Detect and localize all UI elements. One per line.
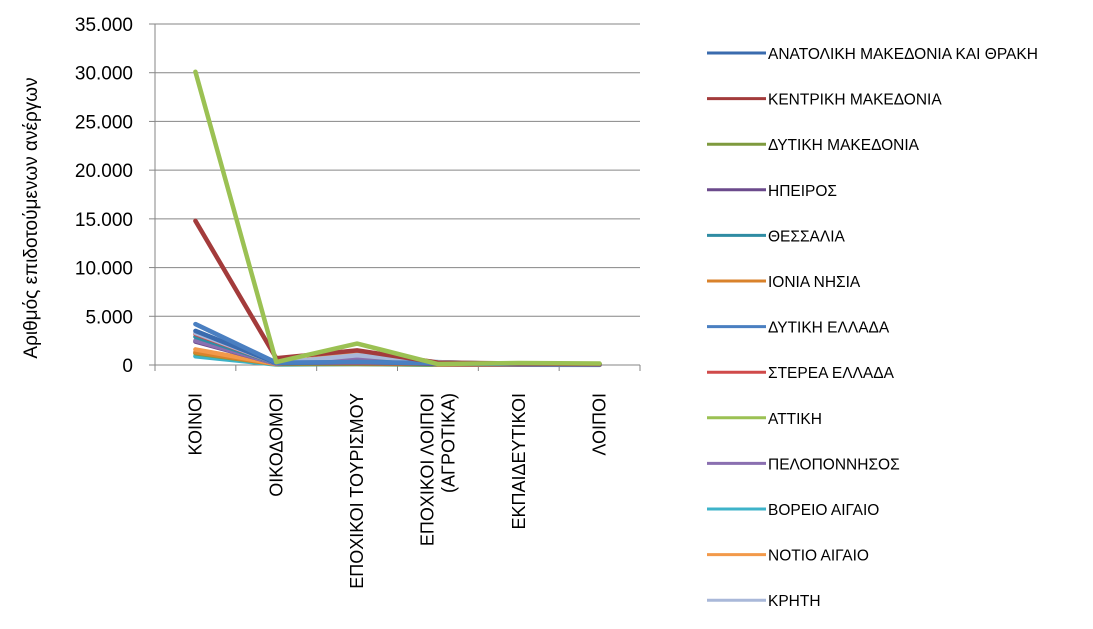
legend-item: ΘΕΣΣΑΛΙΑ — [707, 228, 846, 245]
legend-item: ΔΥΤΙΚΗ ΜΑΚΕΔΟΝΙΑ — [707, 137, 920, 154]
legend-item: ΒΟΡΕΙΟ ΑΙΓΑΙΟ — [707, 502, 879, 519]
x-tick-label: ΕΚΠΑΙΔΕΥΤΙΚΟΙ — [509, 393, 529, 530]
legend-item: ΚΡΗΤΗ — [707, 593, 821, 610]
legend-item: ΗΠΕΙΡΟΣ — [707, 183, 837, 200]
y-axis-ticks: 0 5.000 10.000 15.000 20.000 25.000 30.000 35.0… — [75, 15, 155, 377]
legend-label: ΝΟΤΙΟ ΑΙΓΑΙΟ — [768, 548, 869, 565]
y-tick-label: 30.000 — [75, 64, 133, 85]
legend-label: ΠΕΛΟΠΟΝΝΗΣΟΣ — [768, 456, 900, 473]
legend-item: ΝΟΤΙΟ ΑΙΓΑΙΟ — [707, 548, 869, 565]
legend-item: ΙΟΝΙΑ ΝΗΣΙΑ — [707, 274, 861, 291]
x-tick-label: ΚΟΙΝΟΙ — [185, 393, 205, 455]
y-tick-label: 35.000 — [75, 15, 133, 36]
legend-item: ΠΕΛΟΠΟΝΝΗΣΟΣ — [707, 456, 900, 473]
series-lines — [193, 69, 602, 368]
legend-item: ΔΥΤΙΚΗ ΕΛΛΑΔΑ — [707, 320, 890, 337]
legend-label: ΔΥΤΙΚΗ ΕΛΛΑΔΑ — [768, 320, 890, 337]
legend-label: ΣΤΕΡΕΑ ΕΛΛΑΔΑ — [768, 365, 895, 382]
y-tick-label: 0 — [122, 356, 133, 377]
legend-label: ΒΟΡΕΙΟ ΑΙΓΑΙΟ — [768, 502, 879, 519]
legend-label: ΑΝΑΤΟΛΙΚΗ ΜΑΚΕΔΟΝΙΑ ΚΑΙ ΘΡΑΚΗ — [768, 46, 1038, 63]
x-tick-label: ΕΠΟΧΙΚΟΙ ΛΟΙΠΟΙ(ΑΓΡΟΤΙΚΑ) — [417, 393, 458, 546]
x-tick-label: ΟΙΚΟΔΟΜΟΙ — [266, 393, 286, 497]
series-line — [193, 69, 602, 367]
legend-label: ΙΟΝΙΑ ΝΗΣΙΑ — [768, 274, 861, 291]
legend-label: ΑΤΤΙΚΗ — [768, 411, 822, 428]
y-tick-label: 5.000 — [85, 307, 133, 328]
legend-label: ΘΕΣΣΑΛΙΑ — [768, 228, 846, 245]
y-tick-label: 10.000 — [75, 259, 133, 280]
legend-label: ΗΠΕΙΡΟΣ — [768, 183, 837, 200]
y-tick-label: 15.000 — [75, 210, 133, 231]
x-tick-label: ΕΠΟΧΙΚΟΙ ΤΟΥΡΙΣΜΟΥ — [347, 393, 367, 589]
x-axis-ticks: ΚΟΙΝΟΙ ΟΙΚΟΔΟΜΟΙ ΕΠΟΧΙΚΟΙ ΤΟΥΡΙΣΜΟΥ ΕΠΟΧΙΚΟ… — [154, 365, 641, 589]
x-tick-label: ΛΟΙΠΟΙ — [590, 393, 610, 456]
legend-label: ΚΕΝΤΡΙΚΗ ΜΑΚΕΔΟΝΙΑ — [768, 92, 942, 109]
legend-item: ΑΝΑΤΟΛΙΚΗ ΜΑΚΕΔΟΝΙΑ ΚΑΙ ΘΡΑΚΗ — [707, 46, 1038, 63]
y-axis-label: Αριθμός επιδοτούμενων ανέργων — [21, 77, 42, 358]
legend-item: ΑΤΤΙΚΗ — [707, 411, 822, 428]
legend-label: ΚΡΗΤΗ — [768, 593, 821, 610]
legend-item: ΚΕΝΤΡΙΚΗ ΜΑΚΕΔΟΝΙΑ — [707, 92, 942, 109]
y-tick-label: 25.000 — [75, 112, 133, 133]
legend-item: ΣΤΕΡΕΑ ΕΛΛΑΔΑ — [707, 365, 895, 382]
legend-label: ΔΥΤΙΚΗ ΜΑΚΕΔΟΝΙΑ — [768, 137, 920, 154]
y-tick-label: 20.000 — [75, 161, 133, 182]
legend: ΑΝΑΤΟΛΙΚΗ ΜΑΚΕΔΟΝΙΑ ΚΑΙ ΘΡΑΚΗ ΚΕΝΤΡΙΚΗ ΜΑ… — [707, 46, 1038, 610]
